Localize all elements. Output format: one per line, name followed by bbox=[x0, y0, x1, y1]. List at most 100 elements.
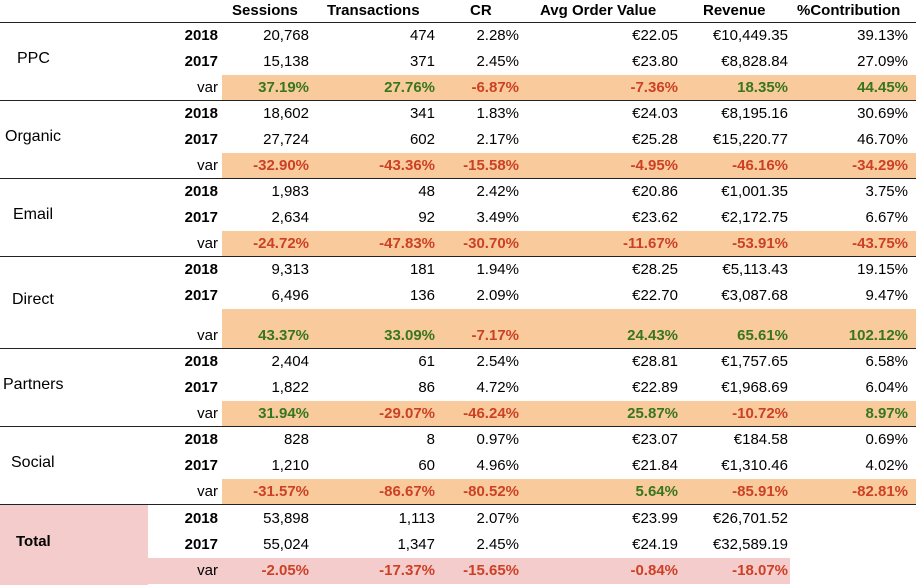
header-divider bbox=[0, 22, 916, 23]
table-cell-sessions: -31.57% bbox=[253, 483, 309, 500]
table-cell-transactions: -29.07% bbox=[379, 405, 435, 422]
row-label: 2017 bbox=[184, 457, 218, 474]
table-row-year: 2018 53,898 1,113 2.07% €23.99 €26,701.52 bbox=[0, 506, 916, 532]
row-label: 2018 bbox=[184, 27, 218, 44]
var-row-highlight bbox=[222, 401, 916, 427]
row-label: 2017 bbox=[184, 131, 218, 148]
table-cell-contribution: -34.29% bbox=[852, 157, 908, 174]
table-cell-cr: 2.17% bbox=[476, 131, 519, 148]
table-cell-cr: 2.07% bbox=[476, 510, 519, 527]
table-cell-revenue: -10.72% bbox=[732, 405, 788, 422]
table-cell-revenue: €1,310.46 bbox=[721, 457, 788, 474]
table-cell-avg-order-value: €23.62 bbox=[632, 209, 678, 226]
group-divider bbox=[0, 178, 916, 179]
table-cell-transactions: 1,347 bbox=[397, 536, 435, 553]
total-group: Total 2018 53,898 1,113 2.07% €23.99 €26,701.5… bbox=[0, 505, 916, 585]
table-row-year: 2017 27,724 602 2.17% €25.28 €15,220.77 46.70% bbox=[0, 127, 916, 153]
table-cell-transactions: 8 bbox=[426, 431, 435, 448]
table-cell-transactions: -86.67% bbox=[379, 483, 435, 500]
table-cell-cr: 0.97% bbox=[476, 431, 519, 448]
table-cell-revenue: €8,828.84 bbox=[721, 53, 788, 70]
table-cell-avg-order-value: -7.36% bbox=[630, 79, 678, 96]
table-cell-avg-order-value: €23.07 bbox=[632, 431, 678, 448]
header-contribution: %Contribution bbox=[797, 2, 901, 19]
table-cell-cr: -46.24% bbox=[463, 405, 519, 422]
table-cell-avg-order-value: €25.28 bbox=[632, 131, 678, 148]
table-cell-avg-order-value: €22.89 bbox=[632, 379, 678, 396]
table-cell-avg-order-value: €23.99 bbox=[632, 510, 678, 527]
table-cell-avg-order-value: €22.05 bbox=[632, 27, 678, 44]
table-cell-avg-order-value: 25.87% bbox=[627, 405, 678, 422]
table-cell-cr: -15.58% bbox=[463, 157, 519, 174]
table-cell-avg-order-value: -11.67% bbox=[622, 235, 678, 252]
group-divider bbox=[0, 256, 916, 257]
table-cell-transactions: 1,113 bbox=[398, 510, 435, 527]
table-cell-contribution: 4.02% bbox=[865, 457, 908, 474]
table-cell-contribution: 3.75% bbox=[865, 183, 908, 200]
table-cell-sessions: 9,313 bbox=[271, 261, 309, 278]
table-cell-transactions: 48 bbox=[418, 183, 435, 200]
table-row-year: 2017 1,822 86 4.72% €22.89 €1,968.69 6.04% bbox=[0, 375, 916, 401]
table-cell-contribution: 19.15% bbox=[857, 261, 908, 278]
table-cell-revenue: €10,449.35 bbox=[712, 27, 788, 44]
table-cell-cr: -7.17% bbox=[471, 327, 519, 344]
var-row-highlight bbox=[222, 309, 916, 349]
row-label: var bbox=[197, 79, 218, 96]
row-label: 2017 bbox=[184, 53, 218, 70]
table-row-var: var -24.72% -47.83% -30.70% -11.67% -53.91% -4… bbox=[0, 231, 916, 257]
table-cell-contribution bbox=[798, 558, 908, 584]
table-cell-transactions: 136 bbox=[409, 287, 435, 304]
row-label: 2017 bbox=[184, 536, 218, 553]
table-cell-avg-order-value: €24.03 bbox=[632, 105, 678, 122]
table-cell-cr: 2.28% bbox=[476, 27, 519, 44]
table-cell-transactions: 181 bbox=[409, 261, 435, 278]
table-cell-transactions: 92 bbox=[418, 209, 435, 226]
table-cell-contribution bbox=[798, 506, 908, 532]
table-row-year: 2017 1,210 60 4.96% €21.84 €1,310.46 4.02% bbox=[0, 453, 916, 479]
table-row-year: 2017 55,024 1,347 2.45% €24.19 €32,589.19 bbox=[0, 532, 916, 558]
table-cell-contribution bbox=[798, 532, 908, 558]
table-row-year: 2017 2,634 92 3.49% €23.62 €2,172.75 6.67% bbox=[0, 205, 916, 231]
table-cell-transactions: 27.76% bbox=[384, 79, 435, 96]
row-label: 2018 bbox=[184, 431, 218, 448]
table-cell-revenue: €3,087.68 bbox=[721, 287, 788, 304]
table-row-year: 2017 6,496 136 2.09% €22.70 €3,087.68 9.47% bbox=[0, 283, 916, 309]
table-cell-cr: 2.09% bbox=[476, 287, 519, 304]
table-cell-avg-order-value: -0.84% bbox=[630, 562, 678, 579]
table-cell-revenue: -85.91% bbox=[732, 483, 788, 500]
table-cell-avg-order-value: €22.70 bbox=[632, 287, 678, 304]
table-cell-avg-order-value: €20.86 bbox=[632, 183, 678, 200]
table-cell-revenue: €1,757.65 bbox=[721, 353, 788, 370]
row-label: var bbox=[197, 327, 218, 344]
table-cell-cr: 1.83% bbox=[476, 105, 519, 122]
table-cell-transactions: 33.09% bbox=[384, 327, 435, 344]
table-cell-sessions: 6,496 bbox=[271, 287, 309, 304]
table-cell-revenue: -46.16% bbox=[732, 157, 788, 174]
table-cell-contribution: -43.75% bbox=[852, 235, 908, 252]
total-label: Total bbox=[16, 533, 51, 550]
channel-group-partners: Partners 2018 2,404 61 2.54% €28.81 €1,757.65 6… bbox=[0, 349, 916, 427]
table-cell-contribution: 44.45% bbox=[857, 79, 908, 96]
table-cell-sessions: -32.90% bbox=[253, 157, 309, 174]
var-row-highlight bbox=[222, 231, 916, 257]
table-cell-contribution: 46.70% bbox=[857, 131, 908, 148]
table-cell-sessions: 2,404 bbox=[271, 353, 309, 370]
table-cell-sessions: 27,724 bbox=[263, 131, 309, 148]
channel-name: Email bbox=[13, 206, 54, 223]
channel-name: PPC bbox=[17, 50, 50, 67]
group-divider bbox=[0, 426, 916, 427]
table-cell-sessions: 18,602 bbox=[263, 105, 309, 122]
var-row-highlight bbox=[222, 153, 916, 179]
table-cell-cr: 1.94% bbox=[476, 261, 519, 278]
table-cell-sessions: 31.94% bbox=[258, 405, 309, 422]
channel-name: Partners bbox=[3, 376, 64, 393]
table-row-var: var -2.05% -17.37% -15.65% -0.84% -18.07% bbox=[0, 558, 916, 584]
table-cell-sessions: 43.37% bbox=[258, 327, 309, 344]
table-cell-revenue: -53.91% bbox=[732, 235, 788, 252]
table-row-year: 2018 18,602 341 1.83% €24.03 €8,195.16 30.69% bbox=[0, 101, 916, 127]
table-cell-avg-order-value: €28.25 bbox=[632, 261, 678, 278]
table-cell-sessions: 55,024 bbox=[263, 536, 309, 553]
table-cell-sessions: -2.05% bbox=[261, 562, 309, 579]
table-cell-sessions: 828 bbox=[283, 431, 309, 448]
table-cell-revenue: 65.61% bbox=[737, 327, 788, 344]
